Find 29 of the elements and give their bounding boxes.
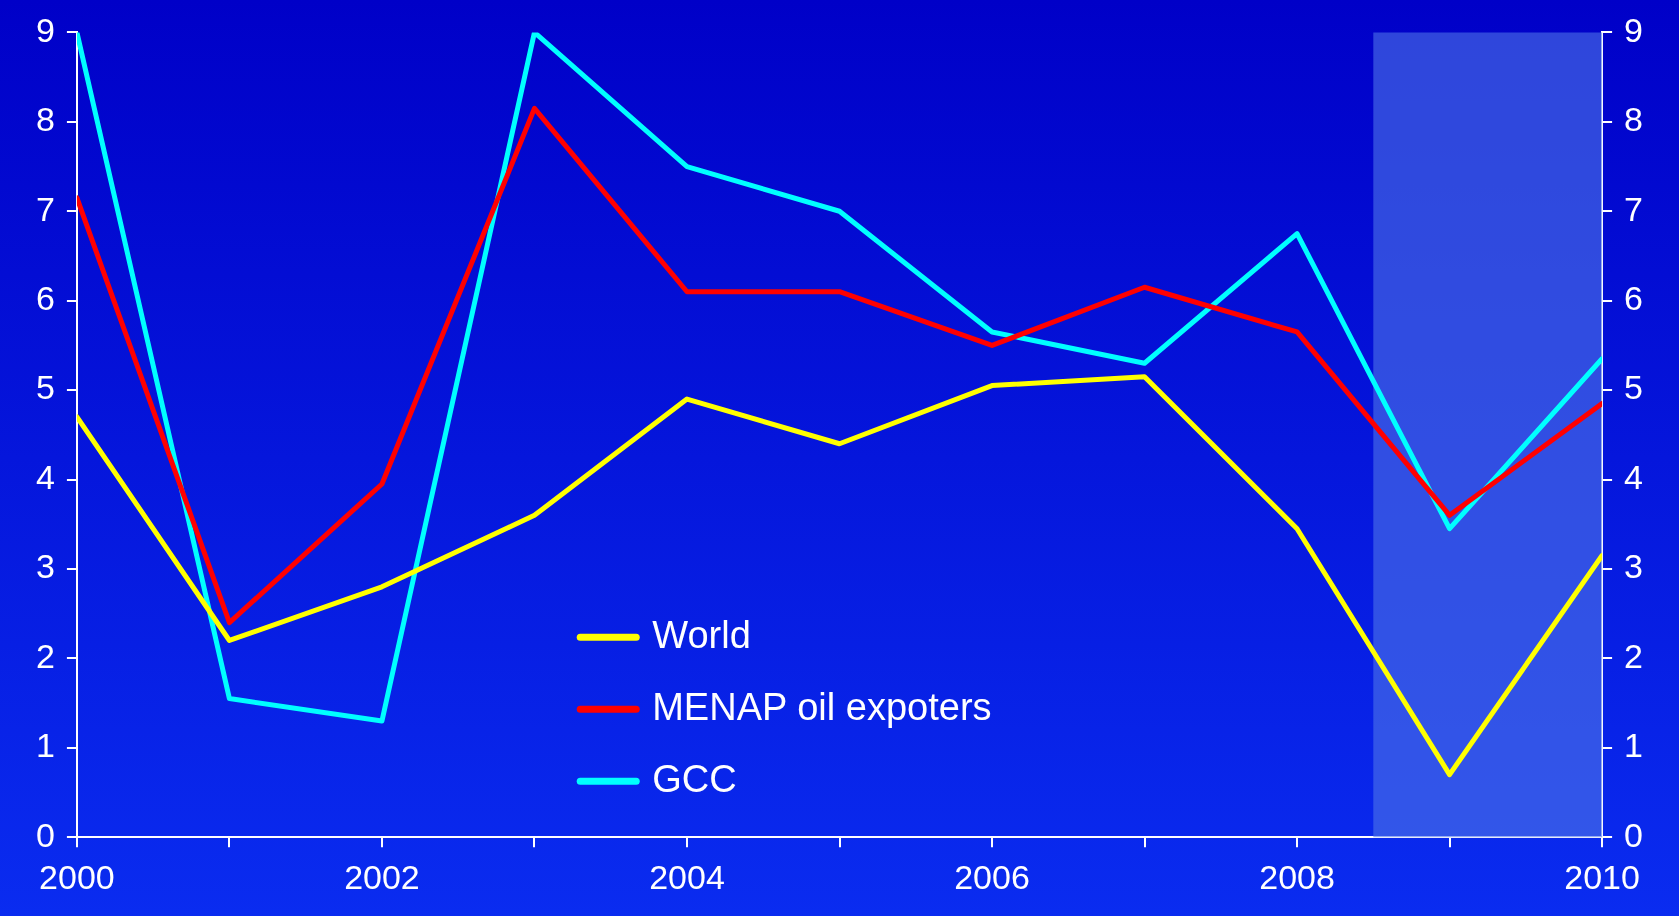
x-tick-label: 2008 — [1259, 857, 1335, 896]
y2-tick-label: 0 — [1624, 815, 1644, 854]
y2-tick-label: 5 — [1624, 368, 1644, 407]
y-tick-label: 0 — [35, 815, 55, 854]
x-tick-label: 2002 — [344, 857, 420, 896]
y-tick-label: 3 — [35, 547, 55, 586]
y2-tick-label: 8 — [1624, 100, 1644, 139]
legend-label: MENAP oil expoters — [652, 685, 992, 728]
legend-label: World — [652, 613, 751, 656]
y2-tick-label: 7 — [1624, 189, 1644, 228]
legend-label: GCC — [652, 757, 737, 800]
y-tick-label: 6 — [35, 279, 55, 318]
y-tick-label: 7 — [35, 189, 55, 228]
y2-tick-label: 3 — [1624, 547, 1644, 586]
y2-tick-label: 4 — [1624, 457, 1644, 496]
x-tick-label: 2006 — [954, 857, 1030, 896]
x-tick-label: 2000 — [39, 857, 115, 896]
y2-tick-label: 6 — [1624, 279, 1644, 318]
x-tick-label: 2004 — [649, 857, 725, 896]
y-tick-label: 1 — [35, 726, 55, 765]
y-tick-label: 9 — [35, 10, 55, 49]
y-tick-label: 8 — [35, 100, 55, 139]
y2-tick-label: 9 — [1624, 10, 1644, 49]
y-tick-label: 2 — [35, 636, 55, 675]
y-tick-label: 5 — [35, 368, 55, 407]
y2-tick-label: 2 — [1624, 636, 1644, 675]
y-tick-label: 4 — [35, 457, 55, 496]
x-tick-label: 2010 — [1564, 857, 1640, 896]
y2-tick-label: 1 — [1624, 726, 1644, 765]
